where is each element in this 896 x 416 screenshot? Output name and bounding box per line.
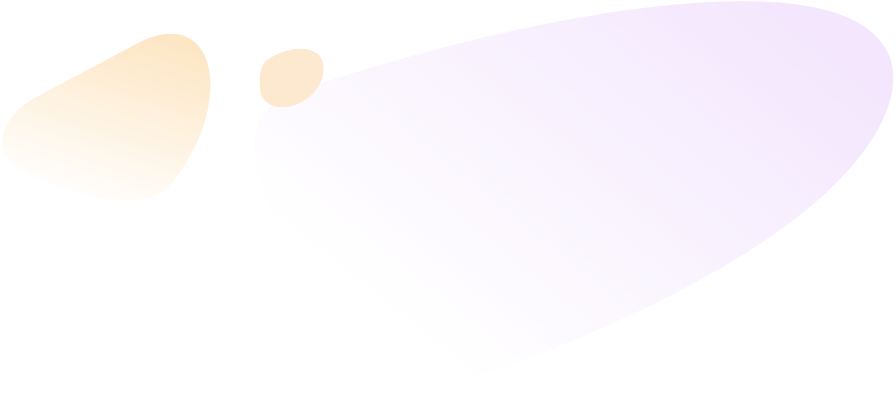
orange-blob-large bbox=[2, 33, 211, 201]
purple-blob bbox=[254, 1, 894, 386]
orange-blob-small bbox=[259, 48, 324, 108]
